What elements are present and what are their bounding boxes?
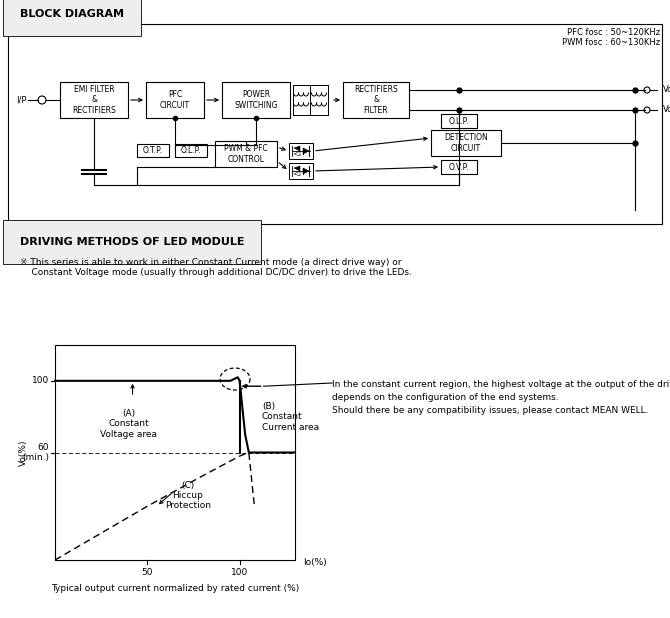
Text: EMI FILTER
&
RECTIFIERS: EMI FILTER & RECTIFIERS (72, 85, 116, 115)
Polygon shape (303, 168, 309, 174)
Text: Vo+: Vo+ (663, 85, 670, 95)
Bar (343, 82, 409, 118)
Bar (137, 144, 169, 157)
Bar (431, 130, 501, 156)
Text: O.T.P.: O.T.P. (143, 146, 163, 155)
Text: In the constant current region, the highest voltage at the output of the driver
: In the constant current region, the high… (332, 380, 670, 415)
Text: PWM & PFC
CONTROL: PWM & PFC CONTROL (224, 144, 268, 164)
Bar (289, 143, 313, 159)
Text: 50: 50 (141, 568, 153, 577)
Bar (222, 82, 290, 118)
Text: ■: ■ (8, 8, 19, 18)
Bar (8, 24, 662, 224)
Text: Vo-: Vo- (663, 106, 670, 114)
Bar (289, 163, 313, 179)
Bar (175, 144, 207, 157)
Text: (A)
Constant
Voltage area: (A) Constant Voltage area (100, 409, 157, 439)
Text: Io(%): Io(%) (303, 557, 327, 567)
Text: O.L.P.: O.L.P. (181, 146, 201, 155)
Text: Typical output current normalized by rated current (%): Typical output current normalized by rat… (51, 584, 299, 593)
Polygon shape (294, 151, 300, 156)
Text: (C)
Hiccup
Protection: (C) Hiccup Protection (165, 481, 211, 510)
Text: 100: 100 (231, 568, 249, 577)
Text: DETECTION
CIRCUIT: DETECTION CIRCUIT (444, 133, 488, 153)
Text: O.L.P.: O.L.P. (449, 117, 469, 125)
Text: BLOCK DIAGRAM: BLOCK DIAGRAM (20, 9, 124, 19)
Text: POWER
SWITCHING: POWER SWITCHING (234, 90, 278, 110)
Bar (55, 345, 295, 560)
Text: PFC
CIRCUIT: PFC CIRCUIT (160, 90, 190, 110)
Bar (60, 82, 128, 118)
Text: I/P: I/P (16, 96, 27, 104)
Bar (146, 82, 204, 118)
Text: (B)
Constant
Current area: (B) Constant Current area (262, 402, 319, 431)
Polygon shape (303, 148, 309, 154)
Text: DRIVING METHODS OF LED MODULE: DRIVING METHODS OF LED MODULE (20, 237, 245, 247)
Text: O.V.P.: O.V.P. (449, 163, 469, 172)
Polygon shape (294, 166, 300, 171)
Bar (215, 141, 277, 167)
Polygon shape (294, 146, 300, 151)
Text: Vo(%): Vo(%) (19, 439, 27, 466)
Text: PFC fosc : 50~120KHz
PWM fosc : 60~130KHz: PFC fosc : 50~120KHz PWM fosc : 60~130KH… (562, 28, 660, 48)
Text: RECTIFIERS
&
FILTER: RECTIFIERS & FILTER (354, 85, 398, 115)
Bar (441, 114, 477, 128)
Text: ※ This series is able to work in either Constant Current mode (a direct drive wa: ※ This series is able to work in either … (20, 258, 412, 277)
Text: ■: ■ (8, 236, 19, 246)
Polygon shape (294, 171, 300, 176)
Bar (441, 160, 477, 174)
Text: 100: 100 (31, 376, 49, 386)
Text: 60
(min.): 60 (min.) (22, 443, 49, 462)
